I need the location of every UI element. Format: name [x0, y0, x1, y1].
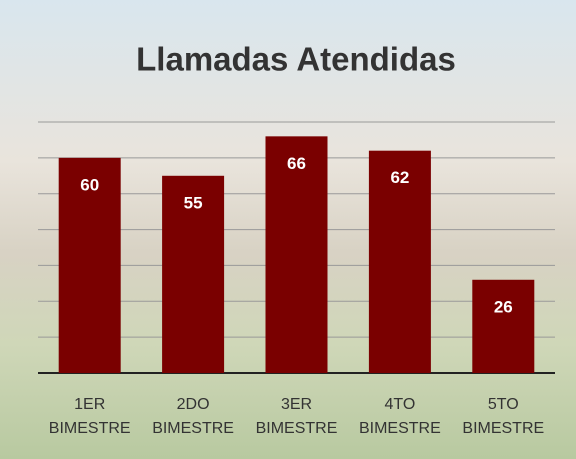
x-tick-label: 5TO BIMESTRE [462, 396, 545, 437]
data-label: 62 [390, 168, 409, 187]
bar [368, 150, 431, 373]
data-label: 55 [184, 193, 203, 212]
data-label: 66 [287, 154, 306, 173]
bar [472, 279, 535, 373]
x-tick-label: 4TO BIMESTRE [358, 396, 441, 437]
data-label: 60 [80, 175, 99, 194]
x-tick-label: 3ER BIMESTRE [255, 396, 338, 437]
bar [265, 136, 328, 373]
x-tick-label: 2DO BIMESTRE [152, 396, 234, 437]
chart-title: Llamadas Atendidas [136, 41, 456, 78]
data-label: 26 [494, 297, 513, 316]
bar [162, 175, 225, 373]
bar [58, 157, 121, 373]
x-tick-label: 1ER BIMESTRE [48, 396, 131, 437]
